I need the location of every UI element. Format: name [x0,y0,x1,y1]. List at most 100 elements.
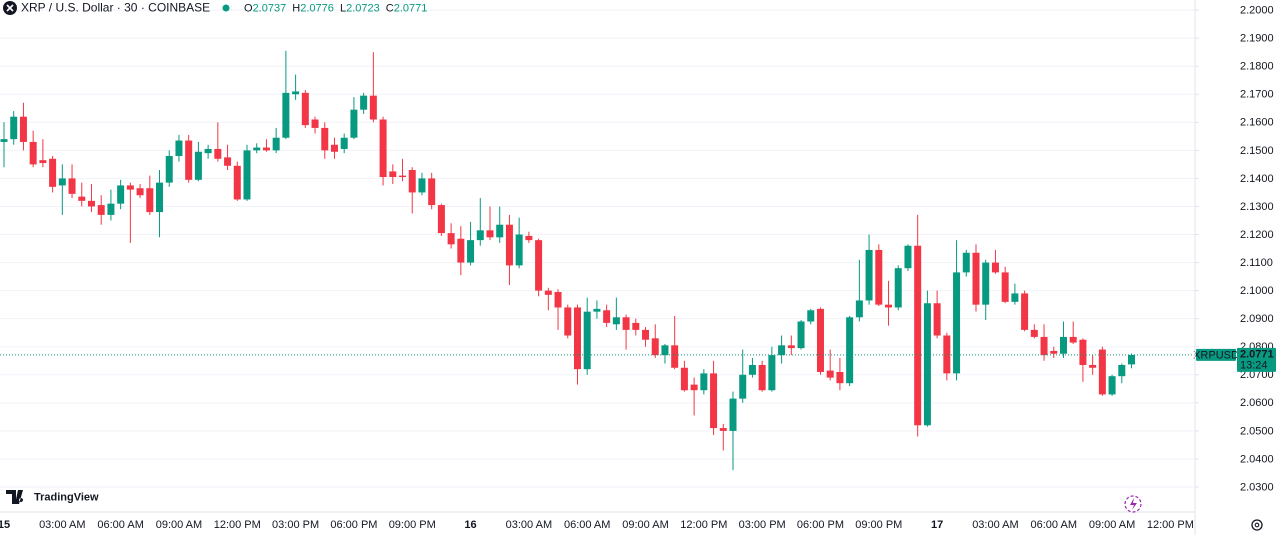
candle-body [904,245,912,269]
y-tick-label: 2.1900 [1240,33,1274,45]
candle-body [778,345,786,356]
candle-body [1040,336,1048,356]
candle-body [126,185,134,190]
settings-button[interactable] [1251,519,1263,531]
x-tick-label: 15 [0,519,10,531]
x-tick-label: 06:00 PM [797,519,844,531]
y-tick-label: 2.1400 [1240,173,1274,185]
symbol-title: XRP / U.S. Dollar · 30 · COINBASE [21,1,210,15]
symbol-icon-glyph [6,4,14,12]
candle-body [573,307,581,370]
candles [0,50,1136,471]
candle-body [1079,339,1087,365]
candle-body [282,92,290,138]
candle-body [1021,293,1029,330]
x-tick-label: 06:00 AM [1031,519,1077,531]
symbol-tag-box [1196,348,1236,361]
candle-body [0,139,8,142]
candle-body [1108,376,1116,395]
y-tick-label: 2.0400 [1240,453,1274,465]
candle-body [642,329,650,340]
x-tick-label: 12:00 PM [1147,519,1194,531]
candle-body [272,137,280,151]
candle-body [360,95,368,110]
candle-body [10,116,18,140]
y-tick-label: 2.1000 [1240,285,1274,297]
candle-body [467,240,475,263]
candle-body [476,230,484,241]
candle-body [321,127,329,151]
ohlc-label: C [386,2,394,14]
replay-icon[interactable] [1124,495,1142,513]
candle-body [836,371,844,384]
x-tick-label: 03:00 AM [506,519,552,531]
candle-body [1098,349,1106,395]
x-tick-label: 06:00 AM [564,519,610,531]
y-tick-label: 2.2000 [1240,5,1274,17]
x-tick-label: 03:00 AM [972,519,1018,531]
gear-hub[interactable] [1254,522,1260,528]
candle-body [651,338,659,356]
candle-body [972,252,980,305]
candle-body [204,148,212,154]
candle-body [292,91,300,95]
price-tag-box [1237,347,1276,372]
candle-body [622,317,630,330]
market-status[interactable] [222,4,230,12]
candle-body [700,373,708,391]
candle-body [408,170,416,193]
x-tick-label: 12:00 PM [680,519,727,531]
ohlc-legend: O2.0737 H2.0776 L2.0723 C2.0771 [244,2,427,14]
ohlc-label: O [244,2,253,14]
y-tick-label: 2.1500 [1240,145,1274,157]
candle-body [253,147,261,151]
candle-body [991,262,999,273]
candle-body [262,147,270,151]
candle-body [1118,364,1126,377]
candle-body [943,335,951,374]
candle-body [914,245,922,426]
candle-body [583,311,591,370]
candle-body [389,171,397,178]
x-tick-label: 09:00 PM [389,519,436,531]
icon-bolt[interactable] [1130,498,1137,510]
candle-body [146,188,154,213]
candle-body [797,321,805,349]
candle-body [739,374,747,399]
price-tag: 2.0771 [1240,348,1274,360]
candle-body [78,196,86,201]
candle-body [894,268,902,308]
candle-body [554,292,562,308]
candle-body [1128,354,1136,365]
candle-body [350,109,358,138]
candle-body [505,224,513,266]
ohlc-value: 2.0776 [300,2,334,14]
candle-body [923,303,931,426]
candle-body [826,370,834,378]
candle-body [301,92,309,126]
candle-body [233,165,241,200]
candle-body [486,230,494,238]
x-tick-label: 16 [464,519,476,531]
candle-body [603,310,611,323]
candle-body [593,308,601,312]
candle-body [340,137,348,149]
candle-body [1050,350,1058,354]
gear[interactable] [1251,519,1263,531]
candle-body [428,178,436,206]
candle-body [1089,364,1097,368]
candle-body [564,307,572,336]
candle-body [97,205,105,215]
candle-body [816,308,824,372]
ohlc-value: 2.0723 [346,2,380,14]
candle-body [136,188,144,196]
ohlc-value: 2.0771 [394,2,428,14]
y-tick-label: 2.1600 [1240,117,1274,129]
candle-body [787,345,795,349]
candle-body [1059,336,1067,354]
candle-body [311,119,319,128]
candle-body [661,345,669,356]
candle-body [214,148,222,159]
